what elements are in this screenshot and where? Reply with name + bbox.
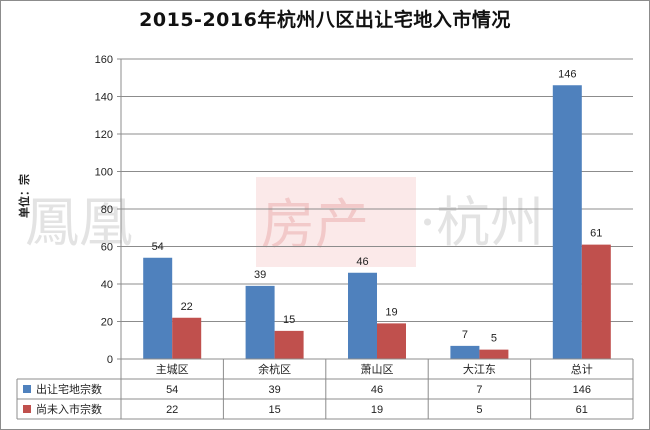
data-label: 39: [254, 269, 266, 281]
table-cell: 46: [371, 384, 383, 396]
chart-title: 2015-2016年杭州八区出让宅地入市情况: [139, 9, 511, 31]
y-tick-label: 60: [101, 242, 113, 254]
table-cell: 19: [371, 404, 383, 416]
bar-1: [552, 85, 582, 359]
x-category-label: 萧山区: [361, 363, 394, 376]
watermark-mid: 房产: [261, 193, 369, 256]
y-tick-label: 160: [95, 54, 113, 66]
bar-1: [245, 285, 275, 359]
bar-2: [479, 349, 509, 359]
bar-2: [377, 323, 406, 359]
data-label: 7: [462, 329, 468, 341]
y-tick-label: 80: [101, 204, 113, 216]
bar-1: [348, 272, 377, 359]
data-label: 22: [181, 301, 193, 313]
bar-2: [581, 244, 611, 359]
y-tick-label: 40: [101, 279, 113, 291]
table-cell: 7: [476, 384, 482, 396]
y-tick-label: 0: [107, 354, 113, 366]
data-label: 15: [283, 314, 295, 326]
table-cell: 15: [268, 404, 280, 416]
watermark-box: [256, 177, 416, 267]
x-category-label: 余杭区: [258, 362, 291, 376]
table-cell: 39: [268, 384, 280, 396]
data-label: 146: [558, 68, 576, 80]
table-cell: 5: [476, 404, 482, 416]
data-label: 19: [385, 306, 397, 318]
bar-1: [143, 257, 173, 359]
y-tick-label: 140: [95, 92, 113, 104]
table-cell: 22: [166, 404, 178, 416]
legend-swatch-1: [23, 385, 31, 393]
table-cell: 54: [166, 384, 178, 396]
y-tick-label: 100: [95, 167, 113, 179]
y-tick-label: 20: [101, 317, 113, 329]
bar-1: [450, 345, 480, 359]
table-cell: 61: [576, 404, 588, 416]
data-label: 61: [590, 228, 602, 240]
x-category-label: 总计: [571, 362, 593, 376]
legend-label-2: 尚未入市宗数: [36, 402, 102, 416]
data-label: 54: [152, 241, 164, 253]
bar-2: [274, 330, 304, 359]
legend-swatch-2: [23, 405, 31, 413]
table-cell: 146: [573, 384, 591, 396]
data-label: 5: [491, 333, 497, 345]
bar-2: [172, 317, 202, 359]
y-tick-label: 120: [95, 129, 113, 141]
x-category-label: 大江东: [463, 362, 496, 376]
watermark-right: ·杭州: [419, 191, 544, 254]
legend-label-1: 出让宅地宗数: [36, 382, 102, 396]
watermark-left: 鳳凰: [25, 191, 133, 254]
x-category-label: 主城区: [156, 363, 189, 376]
data-label: 46: [356, 256, 368, 268]
